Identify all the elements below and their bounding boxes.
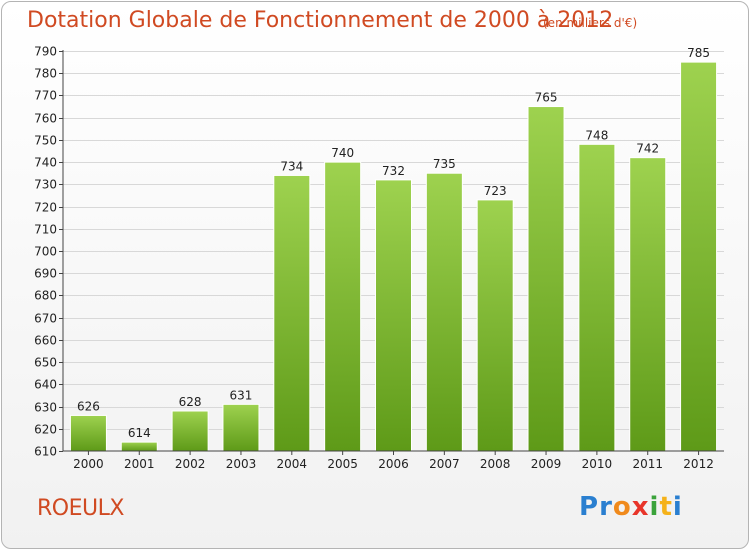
x-tick-label: 2007 [429,457,460,471]
data-label: 626 [77,399,100,413]
data-label: 723 [484,184,507,198]
bars [69,61,718,452]
x-tick-label: 2000 [73,457,104,471]
bar-2002 [171,410,209,452]
x-tick-label: 2005 [327,457,358,471]
x-tick-label: 2002 [175,457,206,471]
y-axis-ticks: 610 620 630 640 650 660 670 680 690 700 710 720 730 7… [34,45,63,459]
y-tick-label: 660 [34,334,57,348]
data-label: 732 [382,164,405,178]
logo-letter: t [659,492,673,522]
x-tick-label: 2012 [683,457,714,471]
y-tick-label: 680 [34,289,57,303]
y-tick-label: 770 [34,89,57,103]
y-tick-label: 700 [34,245,57,259]
data-label: 785 [687,46,710,60]
y-tick-label: 670 [34,312,57,326]
data-label: 614 [128,426,151,440]
x-tick-label: 2004 [277,457,308,471]
bar-2001 [120,441,158,452]
y-tick-label: 790 [34,45,57,59]
commune-name: ROEULX [37,496,124,521]
y-tick-label: 780 [34,67,57,81]
bar-2008 [476,199,514,452]
chart-title: Dotation Globale de Fonctionnement de 20… [27,8,614,33]
logo-letter: r [599,492,613,522]
bar-2003 [222,403,260,452]
y-tick-label: 720 [34,201,57,215]
y-tick-label: 690 [34,267,57,281]
data-label: 734 [280,159,303,173]
logo-letter: i [649,492,660,522]
y-tick-label: 740 [34,156,57,170]
logo-letter: x [631,492,650,522]
logo-letter: o [612,492,632,522]
data-labels: 626 614 628 631 734 740 732 735 723 765 748 742 785 [77,46,710,440]
x-tick-label: 2010 [582,457,613,471]
data-label: 742 [636,142,659,156]
data-label: 631 [230,388,253,402]
x-tick-label: 2009 [531,457,562,471]
x-tick-label: 2006 [378,457,409,471]
bar-2011 [629,157,667,452]
x-tick-label: 2008 [480,457,511,471]
bar-2010 [578,143,616,452]
data-label: 748 [585,128,608,142]
y-tick-label: 640 [34,378,57,392]
bar-2000 [69,414,107,452]
data-label: 628 [179,395,202,409]
y-tick-label: 620 [34,423,57,437]
bar-2009 [527,106,565,452]
y-tick-label: 710 [34,223,57,237]
x-tick-label: 2001 [124,457,155,471]
y-tick-label: 650 [34,356,57,370]
bar-2005 [324,161,362,452]
logo-letter: i [672,492,683,522]
data-label: 735 [433,157,456,171]
data-label: 740 [331,146,354,160]
y-tick-label: 610 [34,445,57,459]
y-tick-label: 730 [34,178,57,192]
x-axis-ticks: 2000 2001 2002 2003 2004 2005 2006 2007 2008 2009… [73,451,714,471]
bar-2006 [375,179,412,452]
proxiti-logo: Proxiti [579,492,683,522]
bar-2004 [273,174,311,452]
data-label: 765 [535,91,558,105]
y-tick-label: 750 [34,134,57,148]
chart-subtitle: (en milliers d'€) [543,16,638,30]
x-tick-label: 2003 [226,457,257,471]
bar-2012 [680,61,718,452]
y-tick-label: 630 [34,401,57,415]
logo-letter: P [579,492,600,522]
bar-2007 [425,172,463,452]
y-tick-label: 760 [34,112,57,126]
x-tick-label: 2011 [632,457,663,471]
